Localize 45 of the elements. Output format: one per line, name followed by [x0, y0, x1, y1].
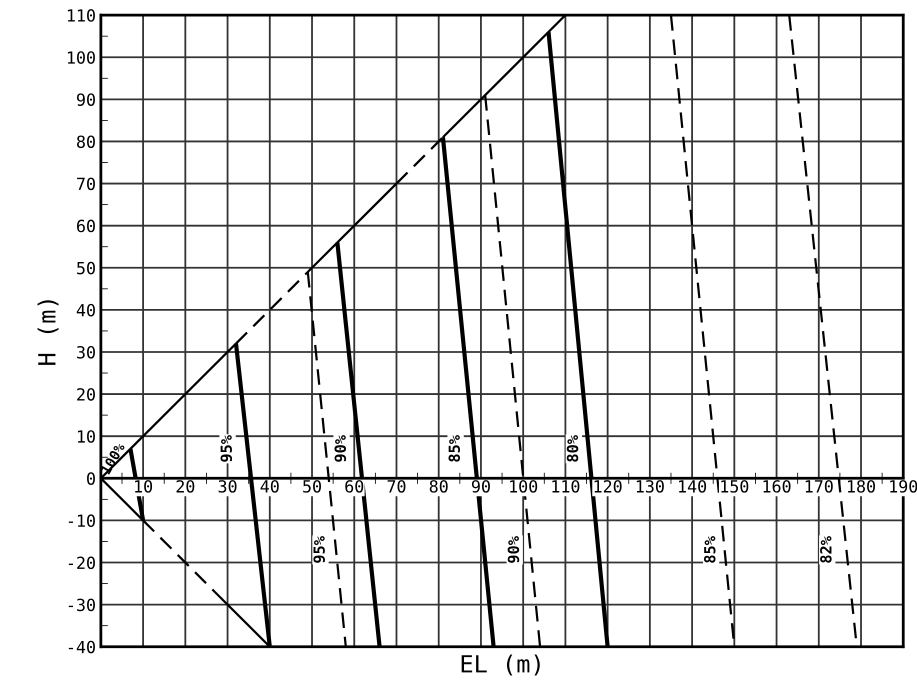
- y-tick-label: -30: [68, 598, 95, 612]
- x-tick-label: 110: [552, 480, 580, 493]
- y-tick-label: -10: [68, 514, 95, 528]
- annotation: 95%: [220, 435, 232, 462]
- x-tick-label: 30: [218, 480, 237, 493]
- y-tick-label: -40: [68, 640, 95, 654]
- x-tick-label: 90: [472, 480, 490, 493]
- annotation: 80%: [566, 435, 578, 462]
- annotation: 90%: [334, 435, 346, 462]
- annotation: 95%: [313, 536, 325, 563]
- x-tick-label: 160: [764, 480, 791, 493]
- y-tick-label: 110: [68, 9, 95, 22]
- y-tick-label: 80: [77, 135, 95, 148]
- x-tick-label: 190: [890, 480, 917, 493]
- x-tick-label: 150: [721, 480, 748, 493]
- annotation: 82%: [820, 536, 832, 563]
- x-tick-label: 80: [430, 480, 448, 493]
- y-tick-label: 60: [77, 220, 95, 232]
- y-tick-label: 50: [77, 262, 95, 274]
- y-tick-label: 30: [77, 346, 95, 359]
- x-tick-label: 20: [176, 480, 194, 493]
- y-tick-label: 40: [76, 304, 95, 316]
- x-tick-label: 70: [388, 480, 406, 493]
- x-tick-label: 60: [345, 480, 364, 493]
- x-tick-label: 50: [303, 480, 321, 493]
- annotation: 85%: [448, 435, 460, 462]
- y-tick-label: 0: [87, 472, 95, 485]
- x-tick-label: 180: [848, 480, 875, 493]
- x-tick-label: 170: [806, 480, 833, 493]
- x-tick-label: 40: [260, 480, 279, 493]
- y-tick-label: 10: [78, 430, 95, 443]
- y-tick-label: -20: [68, 556, 95, 570]
- y-tick-label: 70: [77, 178, 95, 190]
- y-tick-label: 20: [77, 388, 95, 401]
- x-tick-label: 120: [594, 480, 622, 493]
- y-axis-title: H (m): [38, 300, 59, 365]
- y-tick-label: 90: [76, 93, 95, 106]
- x-tick-label: 100: [510, 480, 538, 493]
- x-tick-label: 140: [679, 480, 706, 493]
- x-axis-title: EL (m): [462, 654, 540, 676]
- annotation: 90%: [508, 536, 520, 563]
- x-tick-label: 10: [135, 480, 152, 493]
- annotation: 85%: [704, 536, 716, 563]
- x-tick-label: 130: [636, 480, 664, 493]
- y-tick-label: 100: [68, 51, 95, 64]
